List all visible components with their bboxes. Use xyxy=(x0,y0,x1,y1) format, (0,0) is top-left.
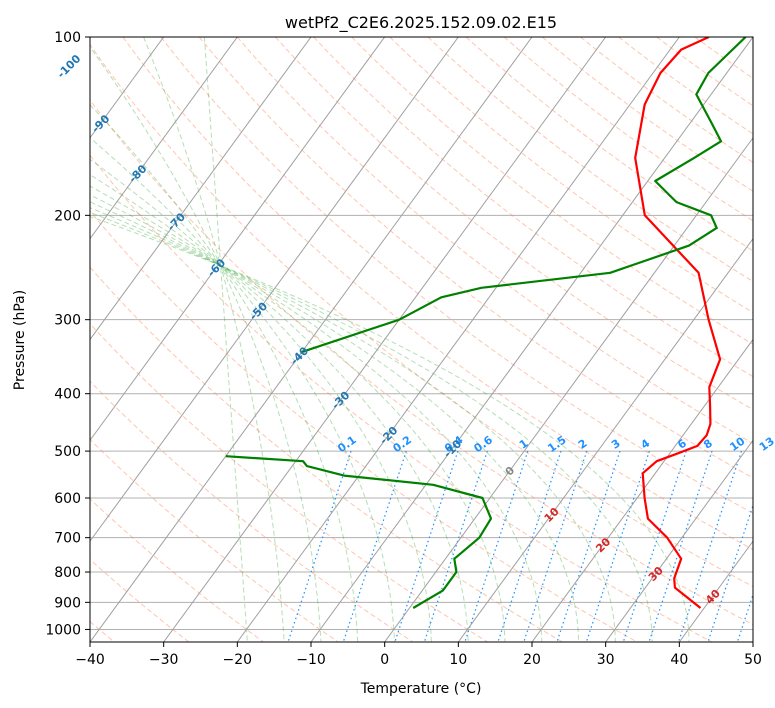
isotherm-line xyxy=(605,439,753,642)
dry-adiabat xyxy=(90,99,753,626)
dry-adiabat xyxy=(90,438,339,642)
x-tick-label: 50 xyxy=(744,652,762,668)
mixing-ratio-line xyxy=(677,450,742,642)
mixing-ratio-label: 13 xyxy=(757,435,775,454)
x-tick-label: −10 xyxy=(296,652,326,668)
y-tick-label: 500 xyxy=(54,444,81,460)
dry-adiabat xyxy=(90,266,563,642)
isotherm-line xyxy=(531,338,753,642)
mixing-ratio-line xyxy=(556,450,621,642)
mixing-ratio-line xyxy=(287,450,352,642)
isotherm-line xyxy=(384,136,753,642)
y-tick-label: 1000 xyxy=(45,622,81,638)
mixing-ratio-line xyxy=(497,450,562,642)
plot-area xyxy=(90,37,753,642)
y-tick-label: 300 xyxy=(54,313,81,329)
moist-adiabat xyxy=(90,207,616,642)
dry-adiabat xyxy=(90,210,638,642)
moist-adiabat xyxy=(90,46,322,642)
y-tick-label: 900 xyxy=(54,595,81,611)
moist-adiabat xyxy=(90,137,396,642)
dry-adiabat xyxy=(275,37,753,411)
chart-title: wetPf2_C2E6.2025.152.09.02.E15 xyxy=(285,13,557,33)
x-tick-label: 10 xyxy=(449,652,467,668)
dry-adiabat xyxy=(90,154,712,642)
x-tick-label: 20 xyxy=(523,652,541,668)
isotherm-label: -100 xyxy=(55,52,84,81)
temperature-profile xyxy=(634,37,722,609)
x-tick-label: 30 xyxy=(597,652,615,668)
moist-adiabat xyxy=(90,201,579,642)
mixing-ratio-line xyxy=(760,451,775,642)
x-tick-label: −20 xyxy=(223,652,253,668)
dewpoint_upper-profile xyxy=(301,37,747,353)
x-axis-label: Temperature (°C) xyxy=(360,681,482,697)
moist-adiabat xyxy=(143,37,285,642)
isotherm-line xyxy=(752,641,753,642)
dry-adiabat xyxy=(90,558,190,642)
dry-adiabat xyxy=(236,37,753,445)
y-tick-label: 800 xyxy=(54,565,81,581)
mixing-ratio-line xyxy=(648,450,713,642)
dry-adiabat xyxy=(90,43,753,588)
mixing-ratio-line xyxy=(585,450,650,642)
mixing-ratio-line xyxy=(464,450,529,642)
dewpoint-profile xyxy=(225,455,493,609)
isotherm-line xyxy=(90,37,386,442)
isotherm-line xyxy=(163,37,607,642)
y-tick-label: 200 xyxy=(54,208,81,224)
y-tick-label: 700 xyxy=(54,531,81,547)
mixing-ratio-line xyxy=(394,450,459,642)
y-tick-label: 600 xyxy=(54,491,81,507)
plot-frame xyxy=(89,36,754,643)
y-tick-label: 100 xyxy=(54,30,81,46)
moist-adiabat xyxy=(90,211,653,642)
isotherm-line xyxy=(90,37,312,341)
dry-adiabat xyxy=(198,37,753,479)
isotherm-line xyxy=(90,37,238,240)
moist-adiabat xyxy=(90,185,506,642)
isotherm-line xyxy=(90,37,533,642)
moist-adiabat xyxy=(90,194,543,642)
mixing-ratio-line xyxy=(342,450,407,642)
x-tick-label: 40 xyxy=(670,652,688,668)
moist-adiabat xyxy=(90,174,469,642)
dry-adiabat xyxy=(160,37,753,514)
isotherm-line xyxy=(457,237,753,642)
x-tick-label: −40 xyxy=(75,652,105,668)
x-tick-label: 0 xyxy=(380,652,389,668)
isotherm-line xyxy=(236,37,680,642)
dry-adiabat xyxy=(313,37,753,378)
x-tick-label: −30 xyxy=(149,652,179,668)
moist-adiabat xyxy=(90,104,359,642)
dry-adiabat xyxy=(351,37,753,345)
isotherm-line xyxy=(310,37,753,642)
moist-adiabat xyxy=(203,37,248,642)
mixing-ratio-line xyxy=(736,592,753,642)
y-tick-label: 400 xyxy=(54,387,81,403)
mixing-ratio-line xyxy=(622,450,687,642)
mixing-ratio-line xyxy=(707,503,753,642)
mixing-ratio-line xyxy=(523,450,588,642)
y-axis-label: Pressure (hPa) xyxy=(12,290,28,390)
